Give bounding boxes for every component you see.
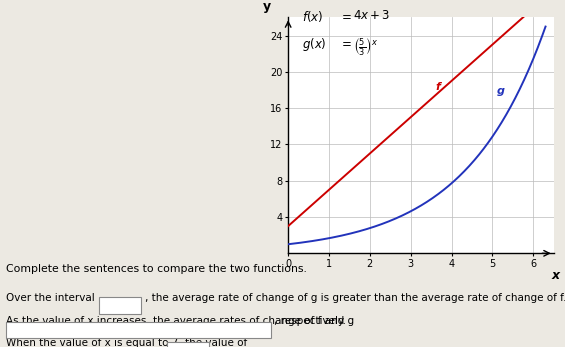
Text: $4x + 3$: $4x + 3$ <box>353 9 390 22</box>
Text: As the value of x increases, the average rates of change of f and g: As the value of x increases, the average… <box>6 316 354 326</box>
Text: $f(x)$: $f(x)$ <box>302 9 324 24</box>
Text: $=$: $=$ <box>339 36 352 49</box>
Text: x: x <box>551 270 560 282</box>
Text: g: g <box>497 86 505 96</box>
Text: Over the interval: Over the interval <box>6 293 94 303</box>
Text: , respectively.: , respectively. <box>274 316 346 326</box>
Text: $\left(\frac{5}{3}\right)^x$: $\left(\frac{5}{3}\right)^x$ <box>353 36 379 58</box>
Text: ∨: ∨ <box>131 302 137 311</box>
Text: Complete the sentences to compare the two functions.: Complete the sentences to compare the tw… <box>6 264 307 274</box>
Y-axis label: y: y <box>263 0 271 12</box>
Text: $g(x)$: $g(x)$ <box>302 36 327 53</box>
Text: f: f <box>435 82 440 92</box>
Text: $=$: $=$ <box>339 9 352 22</box>
Text: ∨: ∨ <box>259 326 266 335</box>
Text: , the average rate of change of g is greater than the average rate of change of : , the average rate of change of g is gre… <box>145 293 565 303</box>
Text: When the value of x is equal to 7, the value of: When the value of x is equal to 7, the v… <box>6 338 247 347</box>
